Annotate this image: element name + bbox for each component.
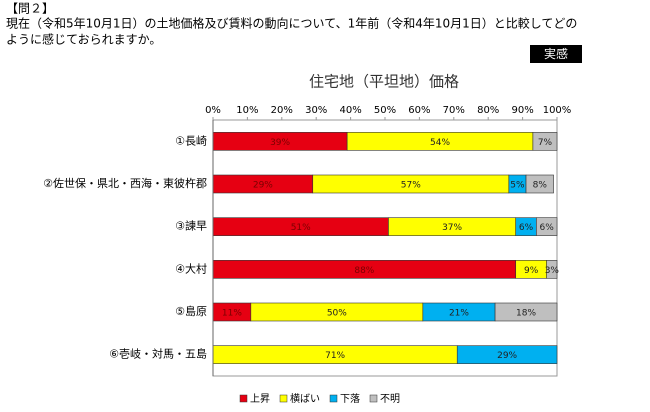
x-tick-label: 90% bbox=[511, 105, 533, 116]
x-tick-label: 20% bbox=[271, 105, 293, 116]
bar-segment bbox=[536, 217, 558, 236]
data-label: 11% bbox=[222, 309, 242, 319]
data-label: 88% bbox=[354, 266, 374, 276]
question-text: 現在（令和5年10月1日）の土地価格及び賃料の動向について、1年前（令和4年10… bbox=[6, 16, 577, 31]
legend-label: 下落 bbox=[340, 393, 360, 405]
legend-swatch bbox=[329, 394, 338, 403]
bar-segment bbox=[546, 260, 558, 279]
legend-label: 上昇 bbox=[250, 393, 270, 405]
legend-swatch bbox=[279, 394, 288, 403]
data-label: 54% bbox=[430, 138, 450, 148]
x-tick-label: 10% bbox=[236, 105, 258, 116]
y-tick-label: ①長崎 bbox=[175, 133, 207, 147]
data-label: 9% bbox=[524, 266, 539, 276]
badge: 実感 bbox=[544, 46, 568, 61]
data-label: 50% bbox=[327, 309, 347, 319]
chart-title: 住宅地（平坦地）価格 bbox=[309, 73, 459, 91]
y-tick-label: ④大村 bbox=[175, 261, 207, 275]
legend-label: 不明 bbox=[380, 393, 400, 405]
data-label: 29% bbox=[497, 351, 517, 361]
x-tick-label: 70% bbox=[443, 105, 465, 116]
data-label: 18% bbox=[516, 309, 536, 319]
data-label: 37% bbox=[442, 223, 462, 233]
y-tick-label: ⑥壱岐・対馬・五島 bbox=[109, 347, 207, 361]
x-tick-label: 40% bbox=[339, 105, 361, 116]
x-tick-label: 30% bbox=[305, 105, 327, 116]
data-label: 7% bbox=[538, 138, 553, 148]
data-label: 51% bbox=[291, 223, 311, 233]
x-tick-label: 0% bbox=[205, 105, 221, 116]
bar-segment bbox=[532, 132, 558, 151]
question-label: 【問２】 bbox=[6, 2, 54, 16]
y-tick-label: ②佐世保・県北・西海・東彼杵郡 bbox=[43, 176, 207, 190]
x-tick-label: 60% bbox=[408, 105, 430, 116]
x-tick-label: 100% bbox=[543, 105, 572, 116]
y-tick-label: ③諫早 bbox=[175, 219, 207, 233]
question-text: ように感じておられますか。 bbox=[6, 32, 161, 47]
data-label: 3% bbox=[545, 266, 560, 276]
data-label: 8% bbox=[533, 181, 548, 191]
bar-segment bbox=[456, 345, 558, 364]
data-label: 29% bbox=[253, 181, 273, 191]
legend-swatch bbox=[369, 394, 378, 403]
data-label: 21% bbox=[449, 309, 469, 319]
legend-label: 横ばい bbox=[290, 392, 320, 405]
data-label: 39% bbox=[270, 138, 290, 148]
badge-box bbox=[530, 45, 582, 63]
bar-segment bbox=[494, 302, 558, 322]
x-tick-label: 50% bbox=[374, 105, 396, 116]
legend-swatch bbox=[239, 394, 248, 403]
data-label: 5% bbox=[510, 181, 525, 191]
plot-frame bbox=[212, 119, 558, 377]
bar-segment bbox=[525, 174, 554, 194]
data-label: 6% bbox=[540, 223, 555, 233]
data-label: 6% bbox=[519, 223, 534, 233]
data-label: 57% bbox=[401, 181, 421, 191]
data-label: 71% bbox=[325, 351, 345, 361]
y-tick-label: ⑤島原 bbox=[175, 304, 207, 318]
x-tick-label: 80% bbox=[477, 105, 499, 116]
